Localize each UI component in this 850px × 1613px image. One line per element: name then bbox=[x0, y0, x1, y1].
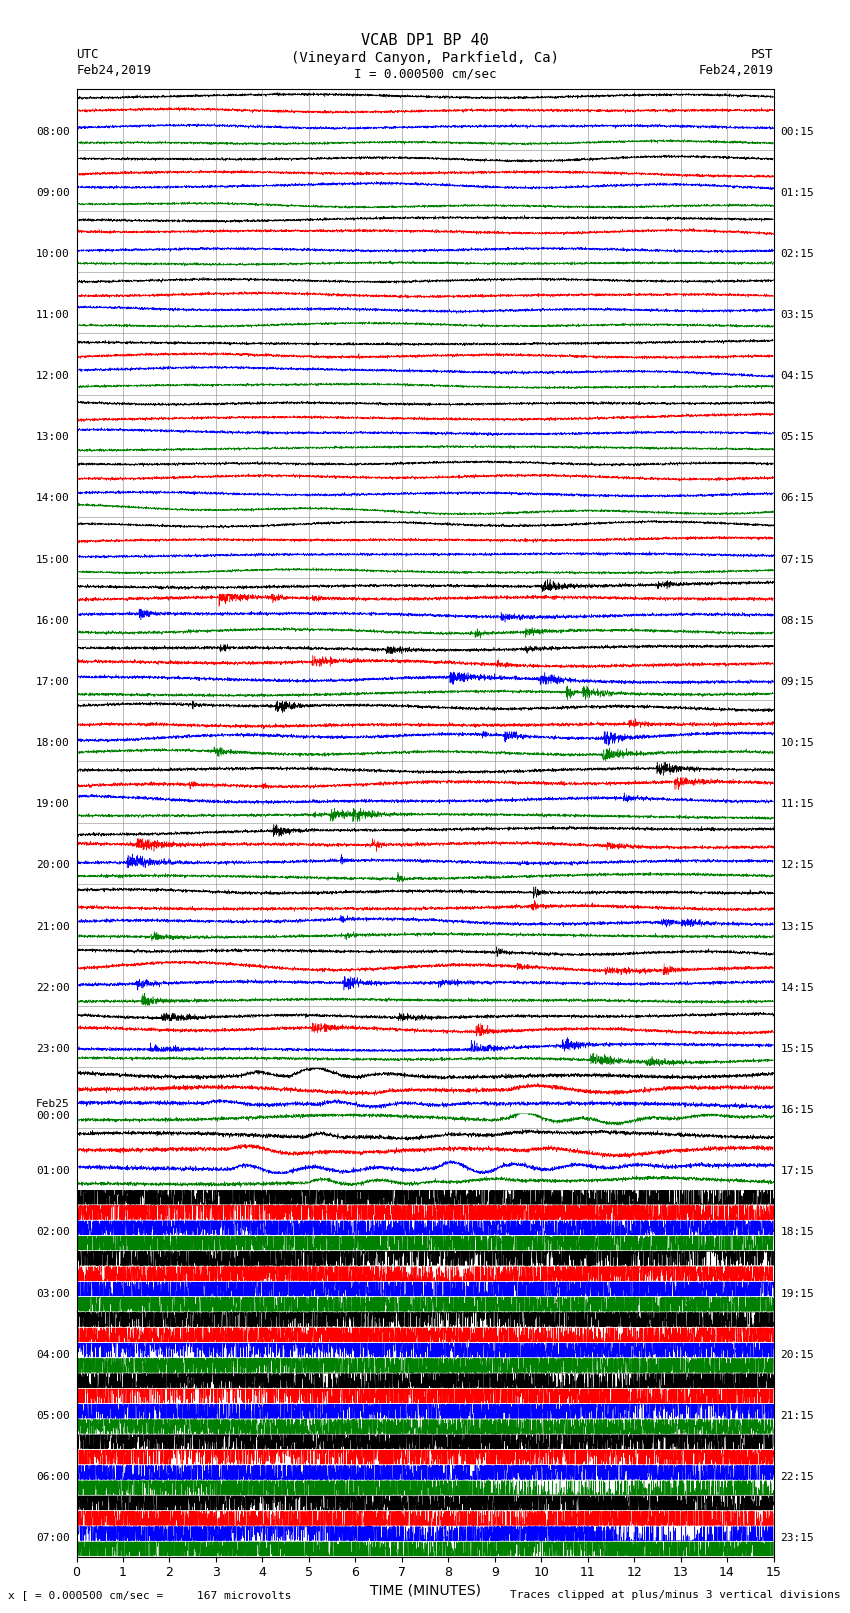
Text: 18:00: 18:00 bbox=[36, 739, 70, 748]
Text: 17:15: 17:15 bbox=[780, 1166, 814, 1176]
Text: 19:15: 19:15 bbox=[780, 1289, 814, 1298]
Text: 13:15: 13:15 bbox=[780, 921, 814, 932]
Text: PST: PST bbox=[751, 48, 774, 61]
Text: 16:00: 16:00 bbox=[36, 616, 70, 626]
Text: 11:00: 11:00 bbox=[36, 310, 70, 319]
Text: 18:15: 18:15 bbox=[780, 1227, 814, 1237]
Text: Feb24,2019: Feb24,2019 bbox=[76, 65, 151, 77]
Text: 15:15: 15:15 bbox=[780, 1044, 814, 1053]
Text: 12:00: 12:00 bbox=[36, 371, 70, 381]
Text: 14:00: 14:00 bbox=[36, 494, 70, 503]
Text: 08:15: 08:15 bbox=[780, 616, 814, 626]
Text: 06:00: 06:00 bbox=[36, 1473, 70, 1482]
Text: 04:00: 04:00 bbox=[36, 1350, 70, 1360]
Text: 05:00: 05:00 bbox=[36, 1411, 70, 1421]
Text: 03:15: 03:15 bbox=[780, 310, 814, 319]
Text: 11:15: 11:15 bbox=[780, 800, 814, 810]
Text: Feb24,2019: Feb24,2019 bbox=[699, 65, 774, 77]
Text: 14:15: 14:15 bbox=[780, 982, 814, 992]
Text: 22:15: 22:15 bbox=[780, 1473, 814, 1482]
Text: 19:00: 19:00 bbox=[36, 800, 70, 810]
Text: 13:00: 13:00 bbox=[36, 432, 70, 442]
Text: VCAB DP1 BP 40: VCAB DP1 BP 40 bbox=[361, 34, 489, 48]
Text: UTC: UTC bbox=[76, 48, 99, 61]
Text: 01:00: 01:00 bbox=[36, 1166, 70, 1176]
Text: 07:00: 07:00 bbox=[36, 1534, 70, 1544]
X-axis label: TIME (MINUTES): TIME (MINUTES) bbox=[370, 1584, 480, 1597]
Text: 15:00: 15:00 bbox=[36, 555, 70, 565]
Text: Feb25
00:00: Feb25 00:00 bbox=[36, 1100, 70, 1121]
Text: 22:00: 22:00 bbox=[36, 982, 70, 992]
Text: 02:15: 02:15 bbox=[780, 248, 814, 258]
Text: 23:15: 23:15 bbox=[780, 1534, 814, 1544]
Text: 16:15: 16:15 bbox=[780, 1105, 814, 1115]
Text: x [ = 0.000500 cm/sec =     167 microvolts: x [ = 0.000500 cm/sec = 167 microvolts bbox=[8, 1590, 292, 1600]
Text: 21:15: 21:15 bbox=[780, 1411, 814, 1421]
Text: 10:00: 10:00 bbox=[36, 248, 70, 258]
Text: 02:00: 02:00 bbox=[36, 1227, 70, 1237]
Text: 07:15: 07:15 bbox=[780, 555, 814, 565]
Text: 04:15: 04:15 bbox=[780, 371, 814, 381]
Text: 21:00: 21:00 bbox=[36, 921, 70, 932]
Text: 23:00: 23:00 bbox=[36, 1044, 70, 1053]
Text: 01:15: 01:15 bbox=[780, 187, 814, 198]
Text: 20:15: 20:15 bbox=[780, 1350, 814, 1360]
Text: 08:00: 08:00 bbox=[36, 126, 70, 137]
Text: 00:15: 00:15 bbox=[780, 126, 814, 137]
Text: I = 0.000500 cm/sec: I = 0.000500 cm/sec bbox=[354, 68, 496, 81]
Text: 12:15: 12:15 bbox=[780, 860, 814, 871]
Text: Traces clipped at plus/minus 3 vertical divisions: Traces clipped at plus/minus 3 vertical … bbox=[510, 1590, 841, 1600]
Text: 17:00: 17:00 bbox=[36, 677, 70, 687]
Text: 03:00: 03:00 bbox=[36, 1289, 70, 1298]
Text: (Vineyard Canyon, Parkfield, Ca): (Vineyard Canyon, Parkfield, Ca) bbox=[291, 50, 559, 65]
Text: 20:00: 20:00 bbox=[36, 860, 70, 871]
Text: 09:15: 09:15 bbox=[780, 677, 814, 687]
Text: 10:15: 10:15 bbox=[780, 739, 814, 748]
Text: 06:15: 06:15 bbox=[780, 494, 814, 503]
Text: 05:15: 05:15 bbox=[780, 432, 814, 442]
Text: 09:00: 09:00 bbox=[36, 187, 70, 198]
